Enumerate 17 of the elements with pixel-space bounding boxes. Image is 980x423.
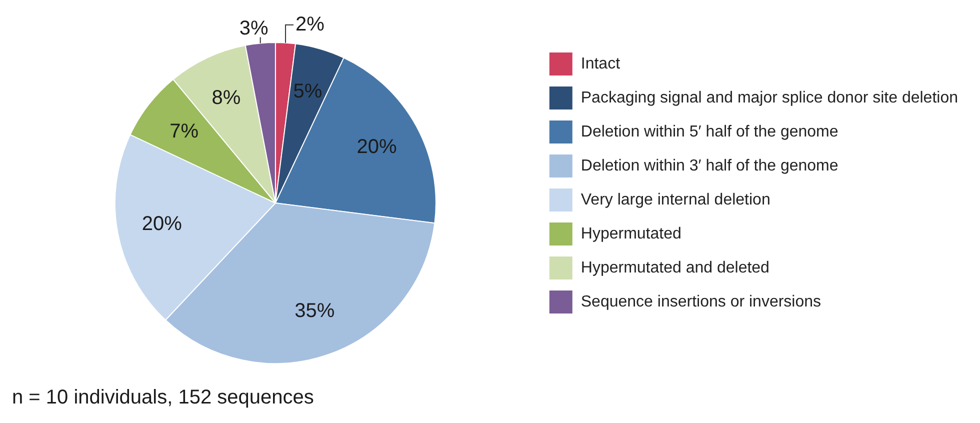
- legend-label: Hypermutated: [580, 225, 682, 242]
- legend-label: Intact: [580, 55, 621, 72]
- data-label: 3%: [239, 18, 269, 40]
- data-label: 7%: [170, 120, 199, 143]
- data-label: 8%: [212, 86, 241, 109]
- data-label: 35%: [294, 300, 335, 322]
- legend-label: Packaging signal and major splice donor site deletion: [580, 89, 958, 106]
- legend-label: Deletion within 5′ half of the genome: [580, 123, 838, 140]
- legend-label: Hypermutated and deleted: [580, 259, 770, 276]
- legend-label: Sequence insertions or inversions: [580, 293, 822, 310]
- text: n = 10 individuals, 152 sequences: [12, 386, 314, 409]
- legend-label: Very large internal deletion: [580, 191, 770, 208]
- data-label: 20%: [142, 213, 182, 236]
- data-label: 5%: [293, 80, 322, 103]
- data-label: 2%: [296, 13, 325, 36]
- legend-label: Deletion within 3′ half of the genome: [580, 157, 838, 174]
- data-label: 20%: [356, 136, 397, 158]
